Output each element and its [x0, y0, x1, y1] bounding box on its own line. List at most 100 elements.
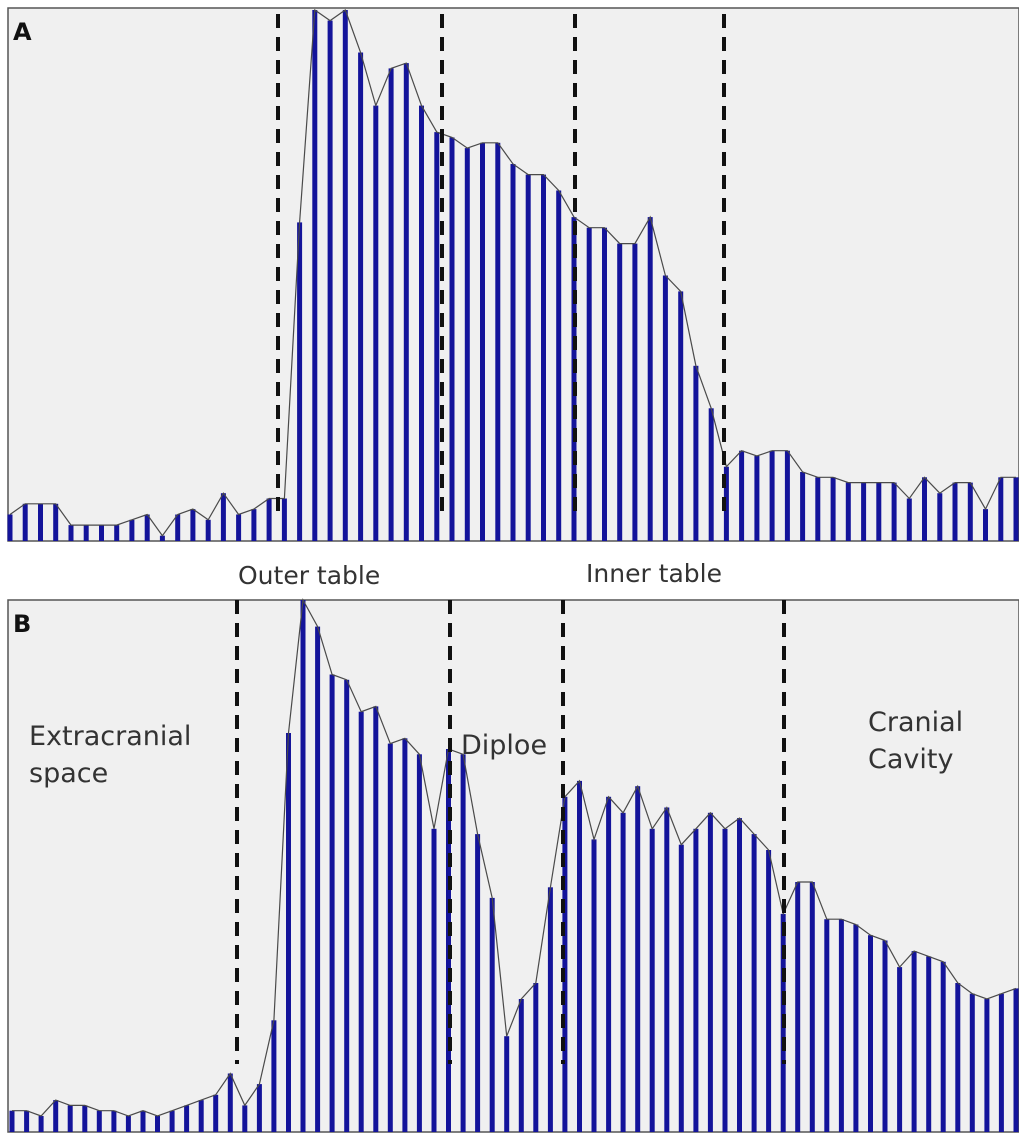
- bar-a-59: [906, 498, 912, 541]
- bar-a-6: [99, 525, 104, 541]
- bar-b-37: [547, 887, 553, 1132]
- bar-b-58: [853, 924, 859, 1132]
- bar-a-60: [922, 477, 927, 541]
- bar-b-19: [286, 733, 291, 1132]
- cranial-label-line1: Cranial: [868, 707, 963, 738]
- bar-b-4: [67, 1105, 73, 1132]
- bar-b-0: [9, 1110, 15, 1132]
- bar-b-38: [562, 796, 568, 1132]
- inner-table-label: Inner table: [586, 559, 722, 588]
- bar-a-37: [571, 217, 577, 541]
- bar-a-46: [708, 408, 714, 542]
- bar-b-31: [460, 754, 466, 1132]
- bar-b-7: [111, 1110, 117, 1132]
- panel-b-bars: [9, 600, 1019, 1132]
- bar-a-8: [129, 519, 135, 541]
- panel-a-bars: [7, 10, 1019, 542]
- bar-b-65: [955, 983, 961, 1132]
- bar-a-15: [236, 514, 242, 541]
- bar-a-41: [632, 243, 638, 541]
- bar-b-24: [358, 711, 364, 1132]
- bar-a-29: [449, 137, 455, 541]
- bar-b-16: [242, 1105, 248, 1132]
- bar-a-32: [495, 142, 501, 542]
- bar-b-60: [882, 940, 888, 1132]
- bar-b-44: [649, 828, 655, 1132]
- bar-a-5: [83, 525, 89, 541]
- bar-a-27: [419, 105, 424, 541]
- bar-b-35: [518, 999, 524, 1132]
- bar-b-9: [140, 1110, 146, 1132]
- bar-a-65: [998, 477, 1004, 541]
- bar-a-58: [891, 482, 897, 541]
- bar-a-9: [144, 514, 150, 541]
- bar-b-39: [577, 780, 582, 1132]
- bar-a-25: [388, 68, 394, 542]
- bar-a-7: [114, 525, 120, 541]
- bar-a-13: [205, 519, 211, 541]
- bar-b-67: [984, 999, 990, 1132]
- bar-a-33: [510, 164, 516, 541]
- bar-b-23: [344, 679, 350, 1132]
- bar-a-56: [861, 482, 867, 541]
- bar-b-3: [53, 1100, 59, 1132]
- bar-b-56: [824, 919, 830, 1132]
- bar-a-52: [800, 472, 806, 541]
- bar-a-49: [754, 456, 760, 541]
- bar-b-27: [402, 738, 408, 1132]
- bar-b-62: [911, 951, 917, 1132]
- bar-a-16: [251, 509, 257, 541]
- bar-a-28: [434, 132, 440, 541]
- bar-b-48: [707, 812, 713, 1132]
- panel-a-label: A: [13, 18, 32, 46]
- bar-a-17: [266, 498, 272, 541]
- panel-b-label: B: [13, 610, 31, 638]
- diploe-label: Diploe: [461, 730, 547, 761]
- bar-a-50: [769, 450, 775, 541]
- bar-b-26: [387, 743, 393, 1132]
- bar-b-43: [635, 786, 641, 1132]
- bar-a-38: [586, 227, 592, 541]
- bar-a-2: [38, 503, 43, 541]
- bar-a-30: [464, 148, 470, 541]
- panel-a-profile-line: [9, 8, 1016, 537]
- bar-b-54: [795, 882, 801, 1132]
- bar-a-23: [358, 52, 364, 541]
- bar-a-18: [281, 498, 287, 541]
- bar-b-61: [897, 967, 903, 1132]
- bar-b-69: [1013, 988, 1019, 1132]
- bar-b-64: [940, 961, 946, 1132]
- bar-a-63: [967, 482, 973, 541]
- bar-b-49: [722, 828, 728, 1132]
- bar-b-57: [838, 919, 844, 1132]
- bar-b-68: [998, 993, 1004, 1132]
- bar-b-22: [329, 674, 335, 1132]
- bar-b-21: [315, 626, 321, 1132]
- bar-b-36: [533, 983, 539, 1132]
- bar-b-12: [184, 1105, 190, 1132]
- bar-b-18: [271, 1020, 277, 1132]
- panel-b-dividers: [235, 600, 786, 1064]
- bar-a-66: [1013, 477, 1019, 541]
- bar-a-45: [693, 365, 699, 541]
- bar-a-40: [617, 243, 623, 541]
- bar-a-42: [647, 217, 653, 541]
- bar-a-4: [68, 525, 74, 541]
- bar-b-28: [416, 754, 422, 1132]
- bar-a-62: [952, 482, 958, 541]
- bar-a-34: [525, 174, 531, 541]
- bar-b-10: [155, 1116, 160, 1132]
- bar-a-31: [480, 142, 485, 542]
- bar-b-66: [969, 993, 975, 1132]
- bar-b-5: [82, 1105, 88, 1132]
- bar-a-14: [220, 493, 226, 541]
- bar-b-55: [809, 882, 815, 1132]
- bar-b-40: [591, 839, 597, 1132]
- bar-b-46: [678, 844, 684, 1132]
- bar-a-36: [556, 190, 562, 541]
- bar-b-29: [431, 828, 437, 1132]
- bar-a-21: [327, 20, 333, 542]
- bar-a-53: [815, 477, 821, 541]
- bar-b-52: [766, 850, 772, 1132]
- bar-b-25: [373, 706, 379, 1132]
